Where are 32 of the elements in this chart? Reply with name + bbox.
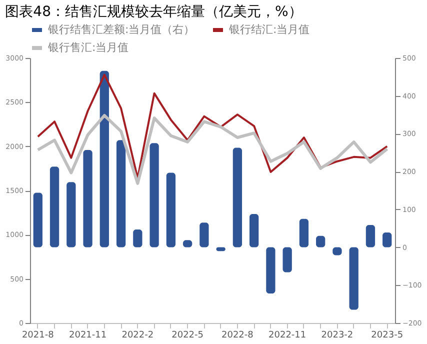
bar — [166, 172, 176, 248]
line-series — [36, 114, 389, 185]
legend-label: 银行结售汇差额:当月值（右） — [47, 23, 195, 36]
x-tick-label: 2021-8 — [22, 330, 54, 340]
x-tick-label: 2023-2 — [321, 330, 354, 340]
bar — [50, 166, 60, 248]
bar — [366, 224, 376, 248]
legend-label: 银行结汇:当月值 — [228, 23, 310, 36]
bar — [100, 70, 109, 248]
x-tick-label: 2022-11 — [268, 330, 306, 340]
bar — [33, 192, 42, 248]
bar — [200, 222, 209, 248]
bar — [250, 214, 259, 248]
line-series — [36, 74, 388, 180]
chart-title: 图表48：结售汇规模较去年缩量（亿美元，%） — [5, 4, 302, 20]
x-tick-label: 2022-8 — [222, 330, 254, 340]
bar — [382, 232, 392, 248]
x-tick-label: 2021-11 — [68, 330, 107, 340]
x-tick-label: 2022-5 — [172, 330, 204, 340]
bar — [232, 148, 242, 248]
legend-label: 银行售汇:当月值 — [47, 41, 129, 54]
bar — [299, 218, 309, 248]
x-tick-label: 2022-2 — [122, 330, 154, 340]
x-tick-label: 2023-5 — [371, 330, 404, 340]
bar — [133, 229, 142, 248]
bar — [83, 150, 92, 248]
bar — [349, 247, 358, 310]
bar — [66, 182, 76, 248]
bar — [116, 140, 126, 248]
bar — [150, 143, 159, 248]
bar — [282, 247, 292, 272]
bar — [266, 247, 276, 294]
